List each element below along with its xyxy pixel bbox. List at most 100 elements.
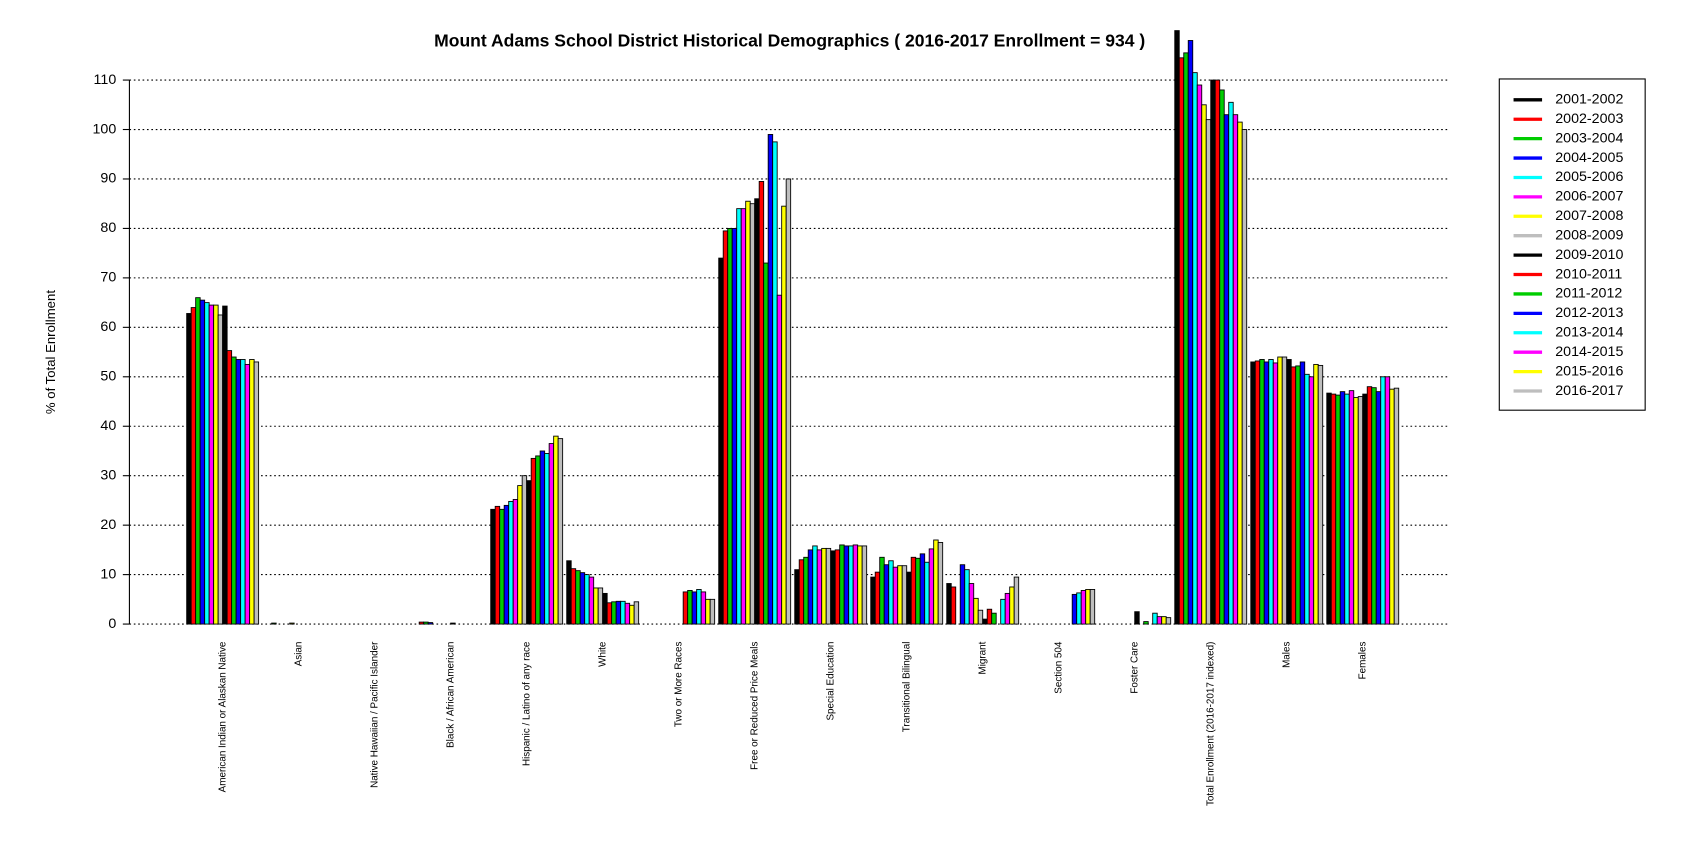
- legend-label: 2011-2012: [1555, 286, 1622, 302]
- bar: [910, 556, 917, 625]
- bar: [597, 587, 604, 625]
- bar: [857, 545, 863, 625]
- bar: [1290, 366, 1297, 625]
- bar: [781, 205, 787, 625]
- bar: [544, 453, 550, 625]
- bar: [785, 178, 792, 625]
- bar: [1183, 52, 1189, 625]
- bar: [588, 576, 595, 625]
- bar: [687, 589, 693, 625]
- y-tick-label: 0: [108, 616, 116, 632]
- bar: [240, 359, 246, 625]
- bar: [839, 544, 845, 625]
- bar: [1152, 612, 1158, 625]
- bar: [767, 134, 774, 625]
- bar: [879, 556, 885, 625]
- x-tick-label: Section 504: [1053, 641, 1064, 694]
- bar: [950, 586, 957, 625]
- bar: [1299, 361, 1306, 625]
- bar: [1000, 598, 1006, 625]
- bar: [700, 591, 707, 625]
- bar: [825, 547, 832, 625]
- bar: [1362, 393, 1368, 625]
- bar: [584, 574, 590, 625]
- bar: [977, 609, 984, 625]
- legend-label: 2015-2016: [1555, 363, 1623, 379]
- bar: [624, 602, 631, 625]
- bar: [754, 198, 760, 625]
- legend-label: 2001-2002: [1555, 92, 1623, 108]
- bar: [870, 576, 876, 625]
- bar: [575, 570, 581, 625]
- bar: [821, 547, 827, 625]
- bar: [235, 359, 242, 625]
- bar: [758, 181, 765, 625]
- bar: [450, 622, 456, 625]
- legend-label: 2014-2015: [1555, 344, 1623, 360]
- bar: [1263, 361, 1270, 625]
- bar: [494, 505, 501, 625]
- bar: [620, 600, 626, 625]
- bar: [1375, 391, 1382, 625]
- bar: [1353, 397, 1359, 625]
- bar: [1281, 356, 1288, 625]
- bar: [521, 475, 528, 625]
- bar: [1241, 129, 1248, 625]
- bar: [1259, 359, 1265, 625]
- bar: [1254, 360, 1261, 625]
- bar: [566, 560, 572, 625]
- bar: [418, 621, 425, 625]
- bar: [1143, 621, 1149, 625]
- x-tick-label: Native Hawaiian / Pacific Islander: [369, 641, 380, 788]
- bar: [986, 608, 993, 625]
- bar: [204, 302, 210, 625]
- bar: [1161, 616, 1167, 625]
- x-tick-label: Migrant: [977, 641, 988, 674]
- bar: [1380, 376, 1386, 625]
- x-tick-label: Males: [1281, 642, 1292, 668]
- bar: [919, 553, 926, 625]
- bar: [1156, 616, 1163, 625]
- bar: [924, 561, 930, 625]
- bar: [512, 499, 519, 625]
- bar: [213, 304, 219, 625]
- bar: [1085, 589, 1091, 625]
- bar: [1223, 114, 1230, 625]
- y-tick-label: 10: [100, 566, 116, 582]
- bar: [253, 361, 260, 625]
- bar: [982, 618, 988, 625]
- bar: [1384, 376, 1391, 625]
- bar: [1080, 589, 1087, 625]
- y-tick-label: 110: [94, 72, 117, 88]
- bar: [231, 356, 237, 625]
- bar: [843, 545, 850, 625]
- bar: [937, 542, 944, 625]
- bar: [1326, 392, 1332, 625]
- bar: [830, 550, 836, 625]
- bar: [1295, 365, 1301, 625]
- bar: [834, 549, 841, 625]
- y-tick-label: 30: [100, 467, 116, 483]
- bar: [1344, 393, 1350, 625]
- bar: [427, 622, 434, 625]
- bar: [874, 571, 881, 625]
- x-tick-label: Foster Care: [1129, 641, 1140, 694]
- bar: [508, 500, 514, 625]
- bar: [1393, 387, 1400, 625]
- bar: [691, 591, 698, 625]
- legend-label: 2016-2017: [1555, 383, 1623, 399]
- bar: [1196, 84, 1203, 625]
- bar: [633, 601, 640, 625]
- bar: [897, 565, 903, 625]
- bar: [1076, 592, 1082, 625]
- bar: [1134, 611, 1140, 625]
- bar: [883, 564, 890, 625]
- y-tick-label: 60: [100, 319, 116, 335]
- x-tick-label: Hispanic / Latino of any race: [521, 641, 532, 766]
- bar: [731, 227, 738, 625]
- bar: [901, 565, 908, 625]
- bar: [1389, 388, 1395, 625]
- bar: [1089, 589, 1096, 625]
- bar: [718, 257, 724, 625]
